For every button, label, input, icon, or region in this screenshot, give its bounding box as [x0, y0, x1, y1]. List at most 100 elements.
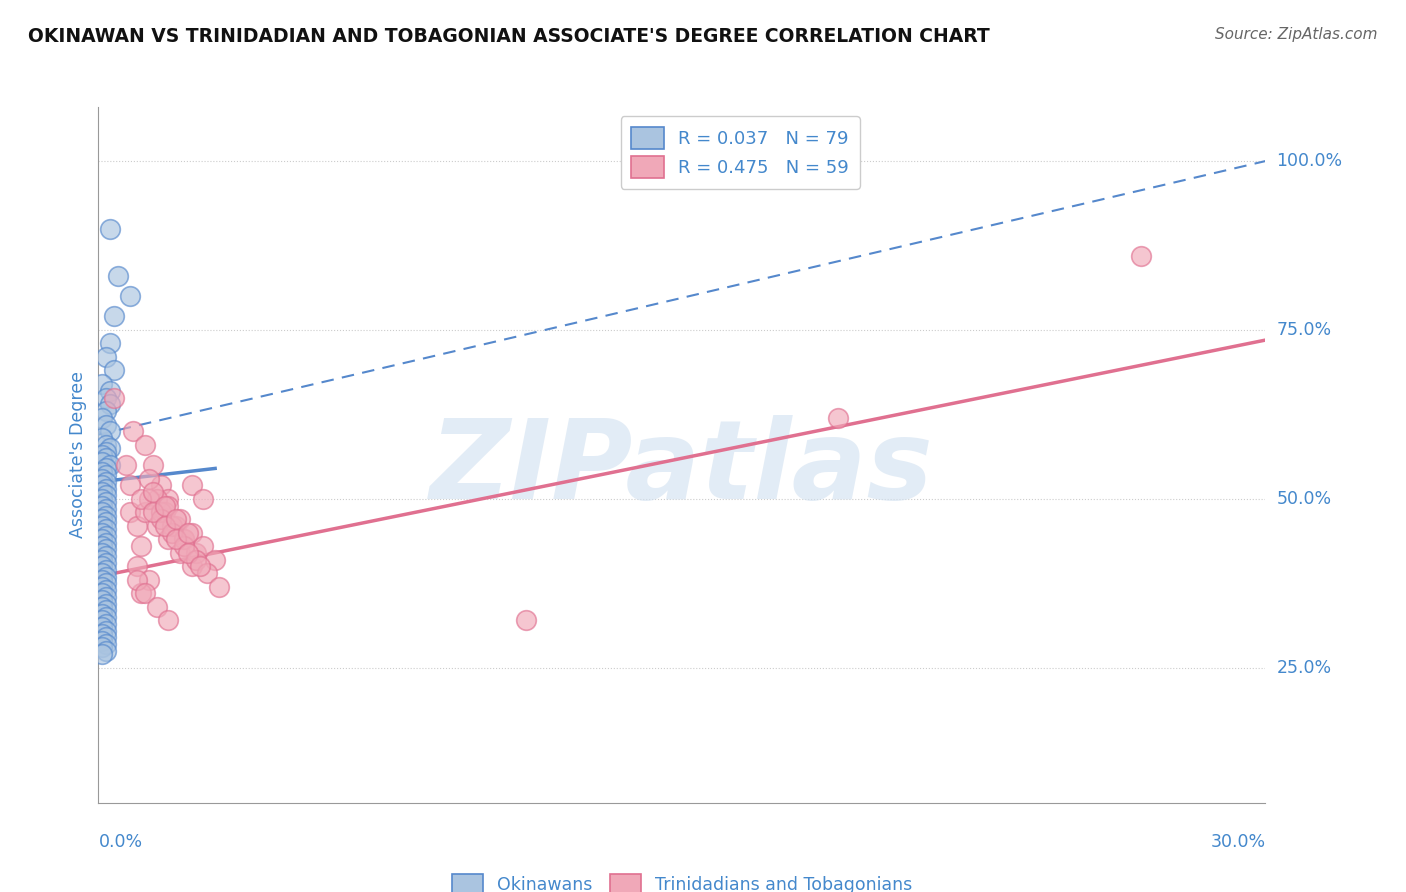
Point — [98, 458, 121, 472]
Point — [162, 519, 184, 533]
Point — [96, 468, 118, 483]
Point — [96, 616, 118, 631]
Point — [146, 491, 169, 506]
Point — [98, 336, 121, 351]
Text: OKINAWAN VS TRINIDADIAN AND TOBAGONIAN ASSOCIATE'S DEGREE CORRELATION CHART: OKINAWAN VS TRINIDADIAN AND TOBAGONIAN A… — [28, 27, 990, 45]
Point — [91, 431, 114, 445]
Text: 100.0%: 100.0% — [1277, 152, 1343, 170]
Point — [96, 582, 118, 597]
Point — [142, 505, 165, 519]
Point — [91, 546, 114, 560]
Point — [169, 546, 191, 560]
Text: Source: ZipAtlas.com: Source: ZipAtlas.com — [1215, 27, 1378, 42]
Point — [91, 448, 114, 462]
Point — [114, 458, 136, 472]
Point — [122, 424, 145, 438]
Point — [138, 573, 160, 587]
Point — [96, 603, 118, 617]
Point — [91, 455, 114, 469]
Point — [96, 535, 118, 549]
Legend: R = 0.037   N = 79, R = 0.475   N = 59: R = 0.037 N = 79, R = 0.475 N = 59 — [620, 116, 860, 189]
Point — [91, 552, 114, 566]
Point — [98, 424, 121, 438]
Point — [157, 614, 180, 628]
Point — [129, 491, 152, 506]
Point — [96, 438, 118, 452]
Point — [91, 478, 114, 492]
Point — [98, 221, 121, 235]
Point — [118, 505, 141, 519]
Point — [149, 505, 172, 519]
Point — [91, 472, 114, 486]
Point — [91, 593, 114, 607]
Point — [96, 624, 118, 638]
Point — [96, 576, 118, 591]
Point — [96, 597, 118, 611]
Point — [127, 559, 149, 574]
Point — [146, 599, 169, 614]
Text: 30.0%: 30.0% — [1211, 833, 1265, 851]
Point — [96, 444, 118, 458]
Point — [153, 505, 176, 519]
Point — [91, 633, 114, 648]
Point — [157, 499, 180, 513]
Point — [96, 516, 118, 530]
Point — [142, 458, 165, 472]
Point — [91, 499, 114, 513]
Point — [153, 499, 176, 513]
Point — [96, 542, 118, 557]
Point — [96, 508, 118, 523]
Point — [96, 502, 118, 516]
Text: ZIPatlas: ZIPatlas — [430, 416, 934, 523]
Point — [193, 539, 215, 553]
Text: 75.0%: 75.0% — [1277, 321, 1331, 339]
Point — [180, 559, 202, 574]
Point — [134, 586, 156, 600]
Point — [96, 569, 118, 583]
Point — [96, 630, 118, 644]
Point — [96, 610, 118, 624]
Point — [142, 485, 165, 500]
Point — [91, 519, 114, 533]
Point — [169, 512, 191, 526]
Point — [91, 465, 114, 479]
Point — [91, 512, 114, 526]
Point — [91, 647, 114, 661]
Point — [91, 410, 114, 425]
Point — [118, 289, 141, 303]
Text: 25.0%: 25.0% — [1277, 658, 1331, 677]
Point — [91, 573, 114, 587]
Point — [1129, 249, 1152, 263]
Point — [165, 533, 187, 547]
Point — [91, 539, 114, 553]
Point — [91, 505, 114, 519]
Point — [134, 505, 156, 519]
Point — [138, 491, 160, 506]
Point — [184, 552, 207, 566]
Point — [188, 559, 211, 574]
Y-axis label: Associate's Degree: Associate's Degree — [69, 371, 87, 539]
Point — [180, 525, 202, 540]
Point — [96, 563, 118, 577]
Point — [177, 525, 200, 540]
Point — [515, 614, 537, 628]
Point — [129, 586, 152, 600]
Point — [173, 533, 195, 547]
Point — [91, 607, 114, 621]
Point — [204, 552, 226, 566]
Point — [96, 556, 118, 570]
Point — [177, 546, 200, 560]
Point — [96, 417, 118, 432]
Point — [165, 512, 187, 526]
Text: 50.0%: 50.0% — [1277, 490, 1331, 508]
Point — [127, 519, 149, 533]
Text: 0.0%: 0.0% — [98, 833, 142, 851]
Point — [98, 384, 121, 398]
Point — [827, 410, 849, 425]
Point — [129, 539, 152, 553]
Point — [184, 546, 207, 560]
Point — [173, 533, 195, 547]
Point — [103, 391, 125, 405]
Point — [96, 644, 118, 658]
Point — [91, 525, 114, 540]
